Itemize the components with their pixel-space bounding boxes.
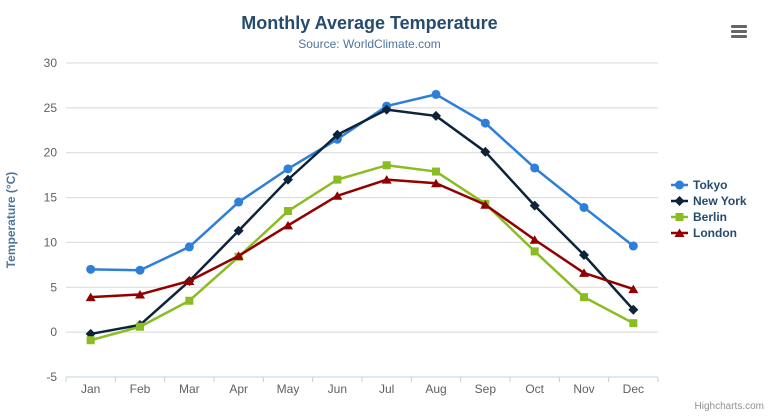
point-berlin-dec[interactable]	[629, 319, 638, 328]
point-berlin-mar[interactable]	[185, 296, 194, 305]
point-tokyo-dec[interactable]	[628, 241, 638, 251]
legend-label-tokyo: Tokyo	[693, 178, 728, 192]
point-new-york-sep[interactable]	[480, 146, 491, 157]
legend-label-london: London	[693, 226, 737, 240]
diamond-marker-icon	[671, 196, 688, 206]
legend-item-berlin[interactable]: Berlin	[671, 210, 747, 224]
y-axis-tick-label: 0	[50, 325, 57, 339]
x-axis-tick-label-jan: Jan	[81, 382, 100, 396]
square-marker-icon	[671, 213, 688, 221]
point-berlin-jul[interactable]	[382, 161, 391, 170]
legend-label-new-york: New York	[693, 194, 747, 208]
point-new-york-nov[interactable]	[579, 249, 589, 260]
point-berlin-feb[interactable]	[136, 322, 144, 331]
point-new-york-jun[interactable]	[332, 129, 343, 140]
y-axis-tick-label: 25	[44, 101, 58, 115]
x-axis-tick-label-may: May	[277, 382, 300, 396]
y-axis-tick-label: 15	[44, 191, 58, 205]
point-tokyo-mar[interactable]	[184, 242, 194, 252]
x-axis-tick-label-jun: Jun	[328, 382, 347, 396]
y-axis-tick-label: 30	[44, 56, 58, 70]
point-berlin-jun[interactable]	[333, 175, 342, 184]
y-axis-tick-label: -5	[46, 370, 57, 384]
x-axis-tick-label-jul: Jul	[379, 382, 394, 396]
point-tokyo-oct[interactable]	[530, 163, 540, 173]
point-berlin-oct[interactable]	[530, 247, 539, 256]
legend-item-london[interactable]: London	[671, 226, 747, 240]
series-new-york[interactable]	[85, 104, 639, 339]
series-berlin[interactable]	[86, 161, 638, 345]
x-axis-tick-label-feb: Feb	[130, 382, 151, 396]
series-line-london	[89, 178, 635, 299]
circle-marker-icon	[671, 180, 688, 190]
chart-title: Monthly Average Temperature	[241, 13, 498, 33]
point-new-york-dec[interactable]	[628, 304, 639, 315]
point-london-jul[interactable]	[381, 175, 392, 184]
point-tokyo-nov[interactable]	[579, 202, 589, 212]
point-london-dec[interactable]	[628, 284, 639, 294]
series-london[interactable]	[85, 175, 639, 302]
x-axis-tick-label-aug: Aug	[425, 382, 446, 396]
point-tokyo-jan[interactable]	[86, 264, 96, 274]
export-menu-button[interactable]	[727, 20, 751, 42]
point-london-oct[interactable]	[529, 235, 540, 244]
point-london-mar[interactable]	[184, 276, 195, 286]
point-berlin-jan[interactable]	[86, 336, 95, 345]
x-axis-tick-label-dec: Dec	[623, 382, 644, 396]
y-axis-tick-label: 10	[44, 235, 58, 249]
triangle-marker-icon	[671, 228, 688, 237]
x-axis-tick-label-oct: Oct	[525, 382, 544, 396]
point-london-sep[interactable]	[480, 200, 491, 209]
x-axis-tick-label-nov: Nov	[573, 382, 594, 396]
chart-subtitle: Source: WorldClimate.com	[298, 37, 441, 51]
point-new-york-jul[interactable]	[381, 104, 392, 115]
series-line-tokyo	[89, 93, 635, 272]
point-london-feb[interactable]	[135, 289, 145, 299]
series-line-new-york	[89, 108, 635, 336]
point-london-jun[interactable]	[332, 191, 343, 200]
y-axis-title: Temperature (°C)	[4, 172, 18, 269]
x-axis-tick-label-sep: Sep	[475, 382, 497, 396]
point-new-york-apr[interactable]	[233, 225, 244, 236]
point-berlin-may[interactable]	[284, 207, 292, 216]
legend-label-berlin: Berlin	[693, 210, 728, 224]
point-new-york-aug[interactable]	[431, 110, 441, 121]
legend-item-tokyo[interactable]: Tokyo	[671, 178, 747, 192]
point-london-may[interactable]	[283, 220, 293, 230]
x-axis-tick-label-mar: Mar	[179, 382, 200, 396]
legend: Tokyo New York Berlin London	[671, 178, 747, 240]
point-london-aug[interactable]	[431, 178, 441, 188]
point-tokyo-aug[interactable]	[431, 89, 441, 99]
point-new-york-may[interactable]	[283, 174, 293, 185]
credits-link[interactable]: Highcharts.com	[694, 401, 764, 412]
point-tokyo-apr[interactable]	[234, 197, 244, 207]
series-tokyo[interactable]	[86, 89, 638, 275]
point-tokyo-may[interactable]	[283, 164, 293, 174]
point-tokyo-feb[interactable]	[135, 265, 145, 275]
series-line-berlin	[89, 164, 635, 342]
x-axis-tick-label-apr: Apr	[229, 382, 248, 396]
point-new-york-oct[interactable]	[529, 200, 540, 211]
point-berlin-nov[interactable]	[580, 293, 588, 302]
y-axis-tick-label: 20	[44, 146, 58, 160]
legend-item-new-york[interactable]: New York	[671, 194, 747, 208]
point-london-nov[interactable]	[579, 268, 589, 277]
point-london-jan[interactable]	[85, 292, 96, 302]
y-axis-tick-label: 5	[50, 280, 57, 294]
point-berlin-aug[interactable]	[432, 167, 440, 176]
hamburger-menu-icon	[731, 24, 747, 28]
point-tokyo-sep[interactable]	[480, 118, 490, 128]
point-london-apr[interactable]	[233, 251, 244, 260]
